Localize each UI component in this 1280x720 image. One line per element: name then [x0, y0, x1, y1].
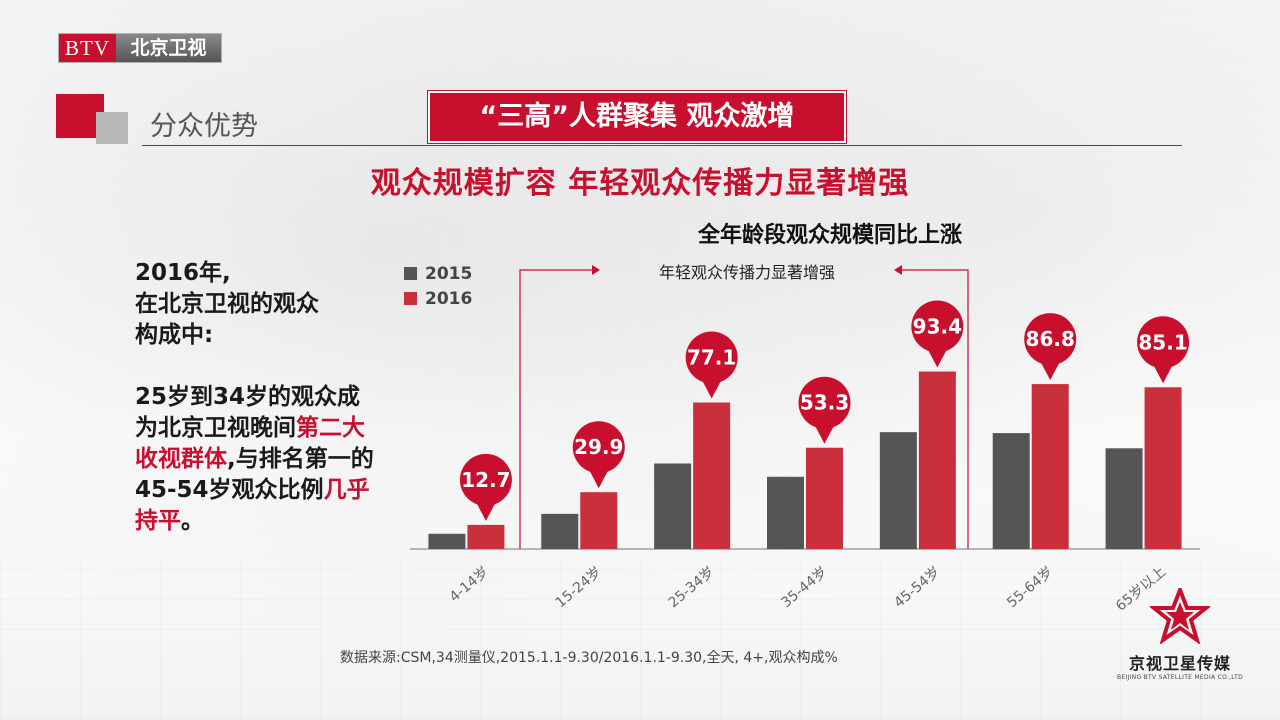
data-label-0: 12.7	[461, 468, 510, 492]
annotation-arrow-right	[592, 265, 600, 275]
bar-2016-3	[806, 447, 843, 549]
annotation-bracket-right	[898, 269, 969, 549]
label-bubble-pointer-1	[588, 469, 609, 489]
bar-2015-6	[1105, 448, 1143, 549]
chart-title: 全年龄段观众规模同比上涨	[697, 223, 962, 248]
section-title: 分众优势	[150, 111, 258, 142]
label-bubble-3	[798, 376, 851, 429]
bar-2016-6	[1144, 387, 1182, 549]
bar-2016-1	[580, 492, 618, 549]
desc-line-3: 构成中:	[135, 322, 214, 348]
x-tick-label-1: 15-24岁	[553, 564, 605, 611]
bar-2016-0	[467, 524, 505, 549]
label-bubble-pointer-4	[927, 348, 948, 368]
x-tick-label-3: 35-44岁	[778, 564, 830, 611]
label-bubble-2	[685, 331, 738, 384]
label-bubble-pointer-2	[701, 379, 722, 399]
desc-p2-part2: ,与排名第一的45-54岁观众比例	[135, 446, 374, 503]
label-bubble-6	[1137, 316, 1190, 369]
star-logo-icon	[1148, 584, 1212, 645]
label-bubble-pointer-0	[475, 501, 496, 521]
desc-p2-end: 。	[181, 508, 204, 534]
x-tick-label-2: 25-34岁	[666, 564, 718, 611]
x-tick-label-5: 55-64岁	[1004, 564, 1056, 611]
label-bubble-pointer-6	[1153, 364, 1174, 384]
x-tick-label-4: 45-54岁	[891, 564, 943, 611]
label-bubble-5	[1024, 313, 1077, 366]
bar-2016-5	[1031, 384, 1069, 549]
x-tick-label-0: 4-14岁	[447, 564, 492, 606]
bar-2015-0	[428, 533, 466, 549]
desc-p2-highlight-1: 第二大收视群体	[135, 415, 365, 472]
decor-gray-square	[96, 112, 128, 144]
logo-channel-name: 北京卫视	[116, 34, 221, 62]
data-label-4: 93.4	[913, 315, 962, 339]
data-label-3: 53.3	[800, 391, 849, 415]
legend-swatch-2015	[404, 267, 417, 280]
data-label-1: 29.9	[574, 435, 623, 459]
data-label-2: 77.1	[687, 346, 736, 370]
banner: “三高”人群聚集 观众激增	[427, 90, 847, 144]
label-bubble-1	[572, 421, 625, 474]
data-source: 数据来源:CSM,34测量仪,2015.1.1-9.30/2016.1.1-9.…	[340, 650, 838, 666]
data-label-5: 86.8	[1026, 327, 1075, 351]
bar-2015-2	[654, 463, 692, 549]
brand-english-name: BEIJING BTV SATELLITE MEDIA CO.,LTD	[1116, 674, 1244, 681]
desc-line-1: 2016年,	[135, 260, 231, 286]
legend-label-2015: 2015	[425, 264, 472, 284]
label-bubble-pointer-3	[814, 424, 835, 444]
desc-line-2: 在北京卫视的观众	[135, 291, 319, 317]
legend-swatch-2016	[404, 292, 417, 305]
left-description: 2016年, 在北京卫视的观众 构成中: 25岁到34岁的观众成为北京卫视晚间第…	[135, 258, 375, 537]
bar-2015-1	[541, 513, 579, 549]
bar-2015-3	[767, 476, 804, 549]
bar-2016-2	[693, 402, 731, 549]
brand-block: 京视卫星传媒 BEIJING BTV SATELLITE MEDIA CO.,L…	[1110, 584, 1250, 681]
label-bubble-0	[459, 453, 512, 506]
label-bubble-4	[911, 300, 964, 353]
annotation-text: 年轻观众传播力显著增强	[659, 263, 835, 282]
btv-logo: BTV 北京卫视	[58, 33, 222, 63]
bar-2016-4	[918, 371, 956, 549]
annotation-bracket-left	[519, 269, 598, 549]
brand-name: 京视卫星传媒	[1128, 654, 1231, 673]
desc-paragraph-2: 25岁到34岁的观众成为北京卫视晚间第二大收视群体,与排名第一的45-54岁观众…	[135, 382, 375, 537]
legend-label-2016: 2016	[425, 289, 472, 309]
desc-p2-part1: 25岁到34岁的观众成为北京卫视晚间	[135, 384, 361, 441]
bar-2015-4	[879, 432, 917, 549]
header-divider	[142, 145, 1182, 146]
bar-2015-5	[992, 433, 1030, 549]
annotation-arrow-left	[894, 265, 902, 275]
label-bubble-pointer-5	[1040, 361, 1061, 381]
headline: 观众规模扩容 年轻观众传播力显著增强	[370, 166, 910, 201]
logo-btv-text: BTV	[59, 34, 116, 62]
desc-p2-highlight-2: 几乎持平	[135, 477, 370, 534]
floor-texture	[0, 560, 1280, 720]
data-label-6: 85.1	[1138, 330, 1187, 354]
